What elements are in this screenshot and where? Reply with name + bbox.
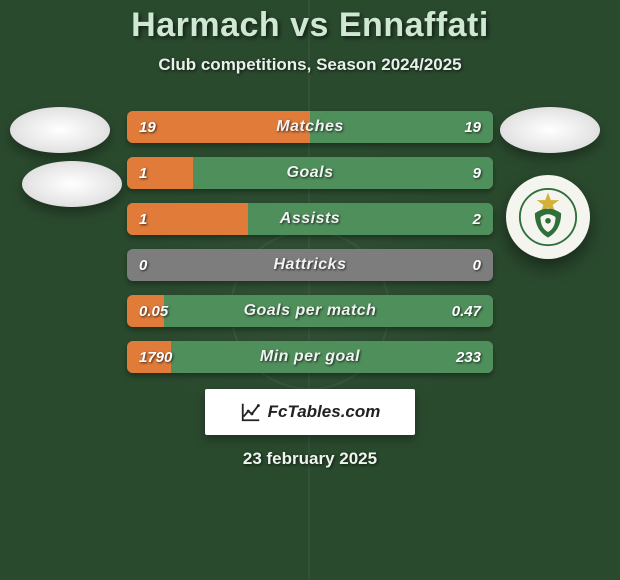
stat-right-value: 0	[473, 249, 481, 281]
stat-row-right-fill	[171, 341, 493, 373]
stat-left-value: 1	[139, 203, 147, 235]
date-label: 23 february 2025	[0, 449, 620, 469]
stat-row: 0.050.47Goals per match	[127, 295, 493, 327]
stat-right-value: 19	[464, 111, 481, 143]
club-left-badge	[22, 161, 122, 207]
stat-right-value: 9	[473, 157, 481, 189]
stat-row: 1919Matches	[127, 111, 493, 143]
player-right-avatar	[500, 107, 600, 153]
stat-row: 1790233Min per goal	[127, 341, 493, 373]
stat-row: 19Goals	[127, 157, 493, 189]
page-title: Harmach vs Ennaffati	[0, 6, 620, 45]
chart-line-icon	[240, 401, 262, 423]
stat-rows: 1919Matches19Goals12Assists00Hattricks0.…	[127, 111, 493, 373]
comparison-block: 1919Matches19Goals12Assists00Hattricks0.…	[0, 111, 620, 373]
stat-right-value: 2	[473, 203, 481, 235]
stat-row-track	[127, 249, 493, 281]
stat-row-right-fill	[193, 157, 493, 189]
stat-row: 12Assists	[127, 203, 493, 235]
brand-label: FcTables.com	[268, 402, 381, 422]
stat-right-value: 0.47	[452, 295, 481, 327]
brand-badge: FcTables.com	[205, 389, 415, 435]
stat-left-value: 0.05	[139, 295, 168, 327]
club-right-badge	[506, 175, 590, 259]
main-container: Harmach vs Ennaffati Club competitions, …	[0, 0, 620, 580]
stat-left-value: 0	[139, 249, 147, 281]
stat-left-value: 1	[139, 157, 147, 189]
page-subtitle: Club competitions, Season 2024/2025	[0, 55, 620, 75]
player-left-avatar	[10, 107, 110, 153]
stat-row-right-fill	[164, 295, 493, 327]
stat-right-value: 233	[456, 341, 481, 373]
stat-row-right-fill	[248, 203, 493, 235]
stat-left-value: 19	[139, 111, 156, 143]
stat-row-left-fill	[127, 157, 193, 189]
stat-left-value: 1790	[139, 341, 172, 373]
stat-row: 00Hattricks	[127, 249, 493, 281]
club-crest-icon	[518, 187, 578, 247]
